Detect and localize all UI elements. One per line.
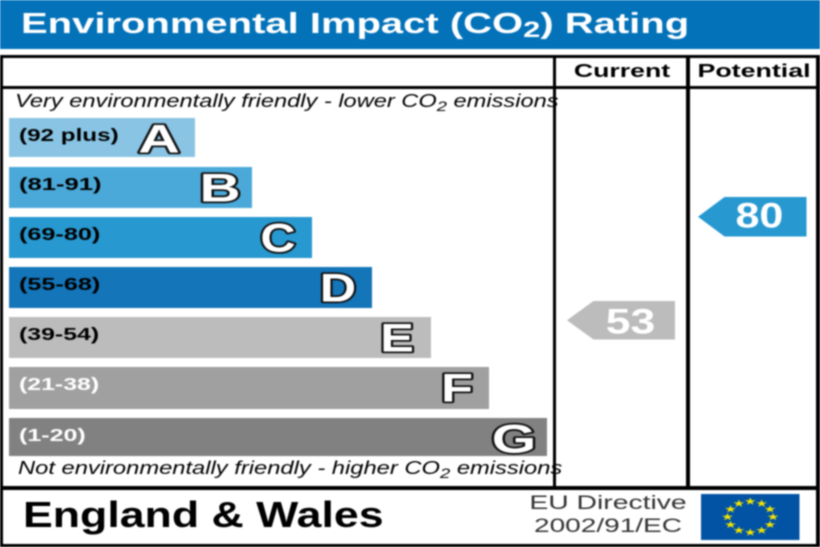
svg-text:D: D [319, 266, 355, 311]
svg-text:B: B [199, 166, 240, 210]
svg-text:E: E [380, 316, 414, 361]
svg-text:80: 80 [735, 196, 783, 235]
svg-text:A: A [138, 116, 180, 161]
svg-text:F: F [441, 366, 473, 411]
svg-text:53: 53 [605, 303, 654, 341]
svg-text:G: G [492, 417, 536, 462]
svg-text:C: C [261, 216, 296, 260]
